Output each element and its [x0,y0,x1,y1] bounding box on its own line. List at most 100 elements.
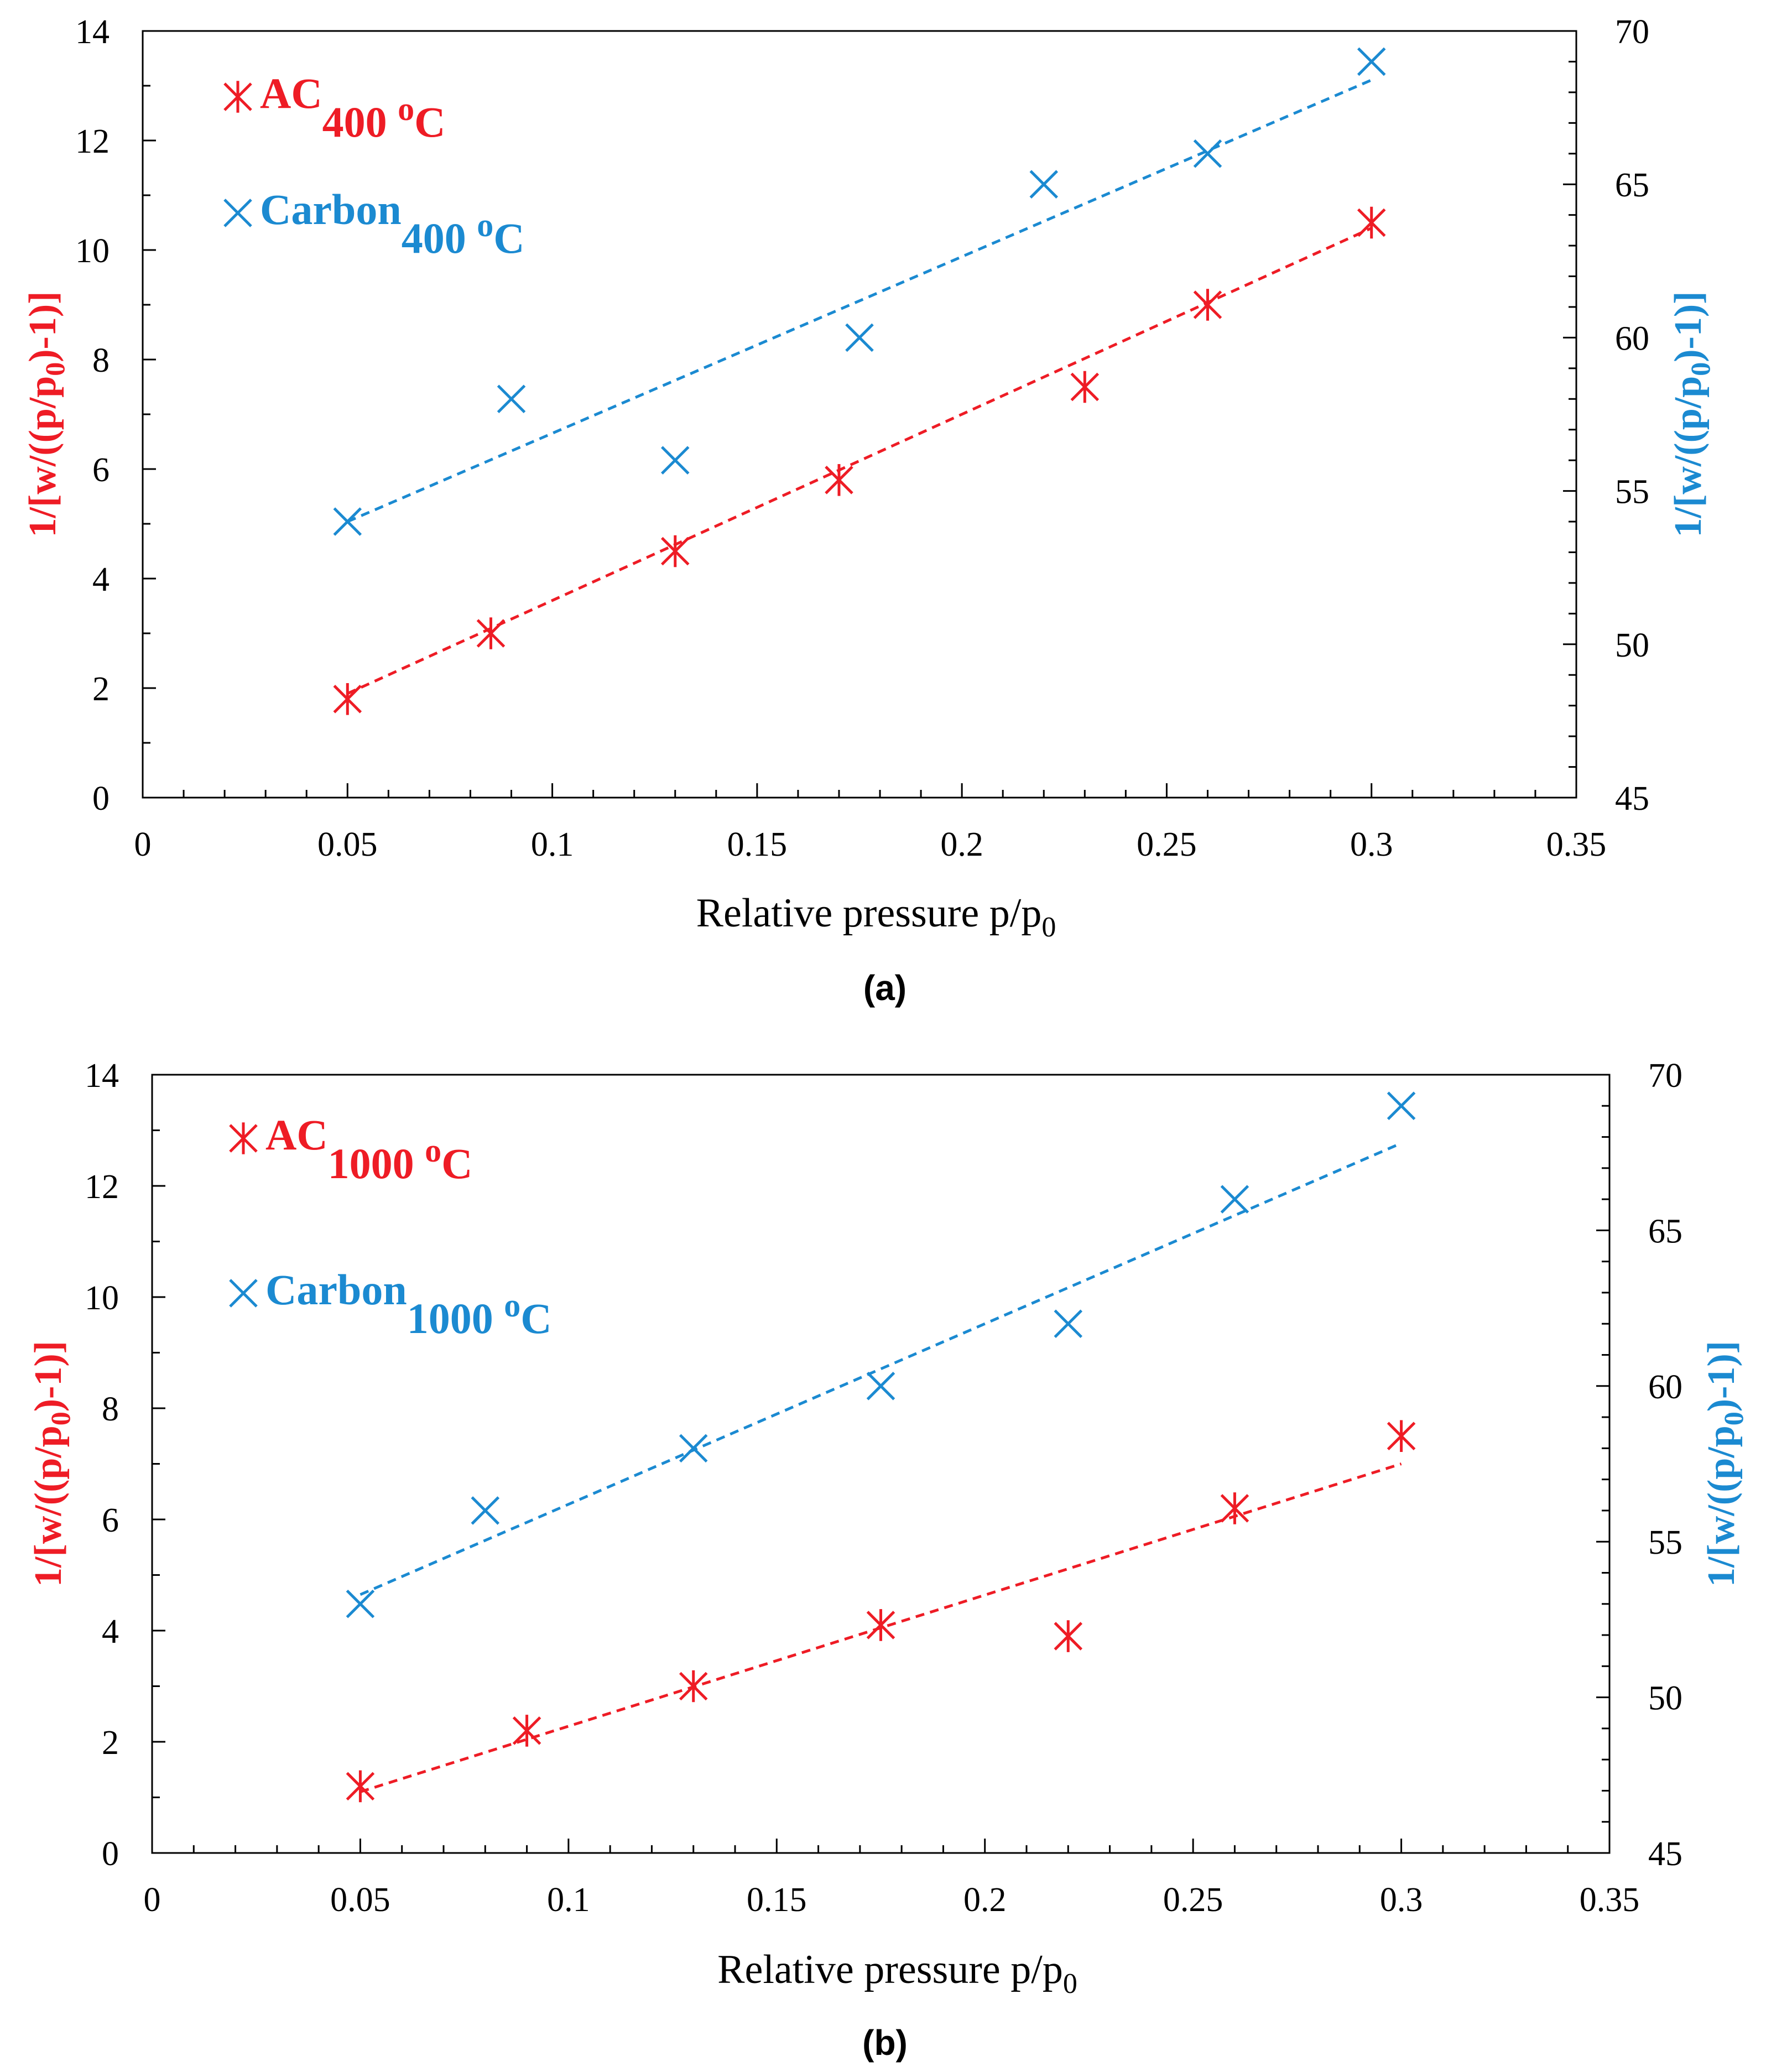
legend-marker [229,1122,258,1154]
y-left-tick-label: 4 [92,561,110,598]
data-point [471,1496,500,1525]
data-point [660,535,690,568]
cross-stroke [660,446,690,475]
legend-label: Carbon1000 oC [265,1266,552,1342]
data-point [476,617,506,649]
data-point [1387,1420,1416,1453]
data-point [679,1670,708,1703]
y-left-tick-label: 12 [85,1168,119,1206]
x-axis-label-sub: 0 [1041,912,1056,943]
x-tick-label: 0.25 [1137,826,1197,863]
y-left-tick-label: 2 [92,670,110,708]
cross-stroke [471,1496,500,1525]
legend-unit: C [520,1294,551,1342]
y-left-label-sub: 0 [39,362,70,376]
cross-stroke [1054,1309,1083,1339]
y-right-axis-label: 1/[w/((p/p0)-1)] [1700,1341,1749,1587]
series-ac [346,1420,1416,1803]
x-tick-label: 0.1 [531,826,574,863]
chart-b: 0 0.05 0.1 0.15 0.2 0.25 0.3 0.35 0 2 4 6 8 10 12 14 45 5… [27,1057,1749,2063]
legend-subscript: 1000 [328,1139,425,1188]
data-point [1357,47,1386,76]
legend-label: AC400 oC [260,69,446,146]
x-tick-label: 0 [134,826,152,863]
y-right-axis-label: 1/[w/((p/p0)-1)] [1667,291,1716,538]
trend-line [360,1142,1402,1596]
cross-stroke [223,199,252,227]
y-left-tick-label: 8 [92,342,110,379]
legend-label: Carbon400 oC [260,185,525,262]
y-left-tick-label: 6 [92,451,110,489]
x-tick-label: 0.3 [1350,826,1393,863]
x-axis-label-main: Relative pressure p/p [717,1947,1063,1992]
y-left-label-sub: 0 [45,1412,76,1425]
data-point [1193,139,1222,168]
x-tick-label: 0.25 [1163,1881,1223,1919]
y-right-tick-label: 55 [1615,473,1649,511]
data-point [679,1434,708,1463]
legend-subscript: 1000 [407,1294,504,1342]
x-axis-label: Relative pressure p/p0 [696,891,1056,943]
legend-name: AC [265,1111,328,1159]
figure-caption: (b) [862,2023,908,2063]
y-left-tick-label: 12 [75,123,110,160]
legend-unit: C [441,1139,472,1188]
x-tick-label: 0.35 [1580,1881,1640,1919]
cross-stroke [229,1279,258,1308]
x-axis-label-main: Relative pressure p/p [696,891,1042,936]
y-right-tick-label: 50 [1648,1680,1682,1717]
y-right-tick-label: 70 [1615,13,1649,51]
x-tick-label: 0 [144,1881,161,1919]
x-tick-label: 0.35 [1546,826,1607,863]
y-right-tick-label: 65 [1648,1212,1682,1250]
y-right-label-sub: 0 [1685,362,1716,376]
legend-unit: C [414,98,445,146]
data-point [1220,1185,1249,1214]
x-tick-label: 0.2 [963,1881,1007,1919]
y-right-tick-label: 55 [1648,1524,1682,1561]
data-point [866,1372,895,1401]
data-point [1193,289,1222,321]
y-right-tick-label: 45 [1648,1835,1682,1873]
data-point [660,446,690,475]
y-right-label-post: )-1)] [1700,1341,1743,1412]
data-point [825,464,853,496]
trend-line [347,227,1372,695]
data-point [512,1715,541,1747]
x-axis-label: Relative pressure p/p0 [717,1947,1077,2000]
data-point [1054,1620,1083,1652]
cross-stroke [1193,139,1222,168]
x-tick-label: 0.2 [940,826,983,863]
data-point [1387,1091,1416,1121]
series-ac [333,206,1386,715]
data-point [346,1770,375,1803]
legend-degree: o [477,207,493,243]
legend-marker [223,81,252,113]
x-tick-label: 0.3 [1380,1881,1423,1919]
y-right-tick-label: 60 [1615,320,1649,357]
cross-stroke [1029,170,1059,199]
cross-stroke [346,1589,375,1618]
y-left-tick-label: 10 [75,232,110,270]
series-carbon [346,1091,1416,1618]
data-point [1054,1309,1083,1339]
y-right-label-sub: 0 [1718,1412,1749,1425]
x-tick-label: 0.05 [317,826,378,863]
y-left-axis-label: 1/[w/((p/p0)-1)] [22,291,70,538]
y-right-label-pre: 1/[w/((p/p [1700,1425,1743,1587]
y-left-label-post: )-1)] [27,1341,70,1412]
y-right-tick-label: 45 [1615,780,1649,818]
chart-a: 0 0.05 0.1 0.15 0.2 0.25 0.3 0.35 0 2 4 6 8 10 12 14 45 5… [22,13,1716,1008]
data-point [866,1609,895,1641]
y-right-tick-label: 60 [1648,1368,1682,1406]
y-right-label-pre: 1/[w/((p/p [1667,376,1710,538]
data-point [346,1589,375,1618]
legend-degree: o [504,1287,520,1324]
x-tick-label: 0.05 [330,1881,390,1919]
legend-name: Carbon [260,185,402,233]
cross-stroke [1220,1185,1249,1214]
cross-stroke [845,323,874,352]
legend-name: AC [260,69,322,117]
y-left-tick-label: 8 [102,1391,119,1428]
